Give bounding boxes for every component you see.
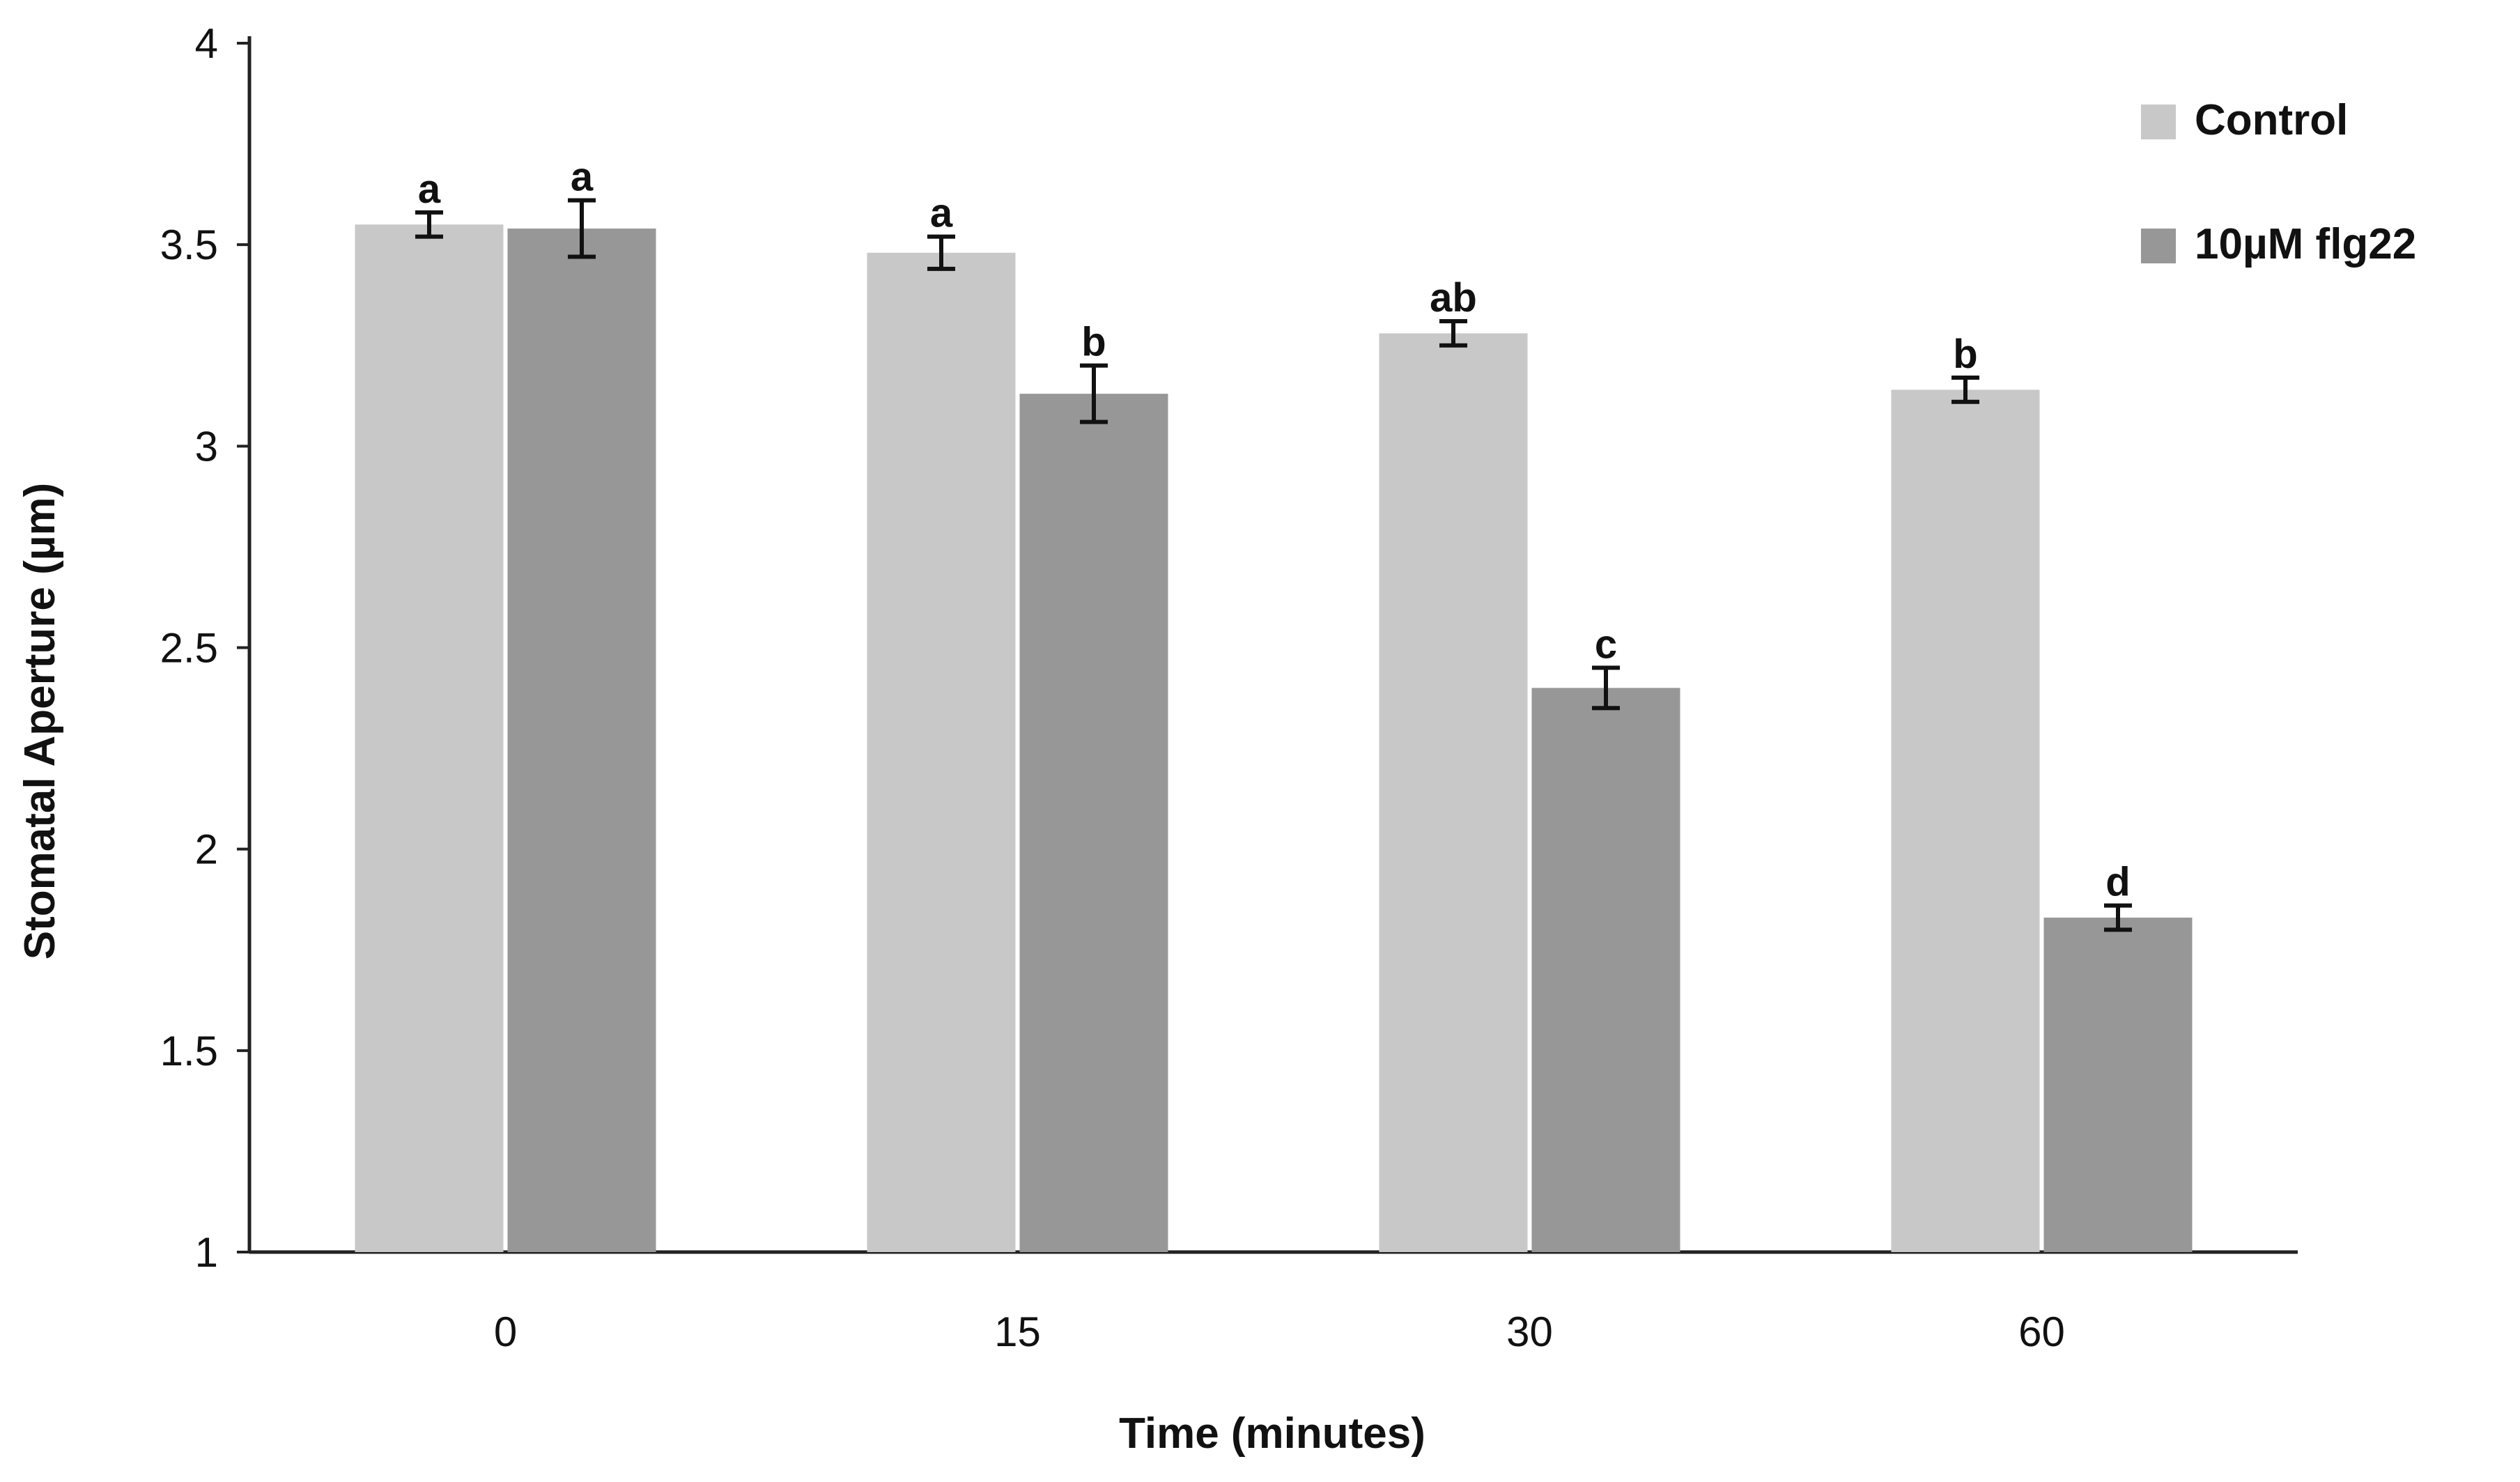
x-tick-label: 0 xyxy=(494,1309,517,1355)
y-tick-label: 3.5 xyxy=(160,222,218,268)
y-tick-label: 2.5 xyxy=(160,625,218,672)
y-tick-label: 3 xyxy=(195,423,218,470)
significance-label: b xyxy=(1081,320,1106,365)
bar xyxy=(1379,333,1528,1252)
x-axis-title: Time (minutes) xyxy=(1119,1410,1425,1458)
bar xyxy=(1531,688,1680,1252)
y-tick-label: 1 xyxy=(195,1229,218,1276)
legend-swatch xyxy=(2141,229,2176,263)
y-tick-label: 1.5 xyxy=(160,1028,218,1074)
y-tick-label: 2 xyxy=(195,826,218,873)
y-tick-label: 4 xyxy=(195,20,218,67)
bar xyxy=(1019,394,1168,1252)
x-tick-label: 15 xyxy=(994,1309,1041,1355)
bar xyxy=(1891,389,2040,1252)
bar xyxy=(507,229,656,1252)
significance-label: a xyxy=(571,155,594,200)
x-tick-label: 30 xyxy=(1506,1309,1553,1355)
legend-label: 10µM flg22 xyxy=(2195,220,2416,268)
significance-label: b xyxy=(1953,332,1977,377)
bar xyxy=(867,252,1016,1252)
significance-label: a xyxy=(930,191,953,236)
y-axis-title: Stomatal Aperture (µm) xyxy=(16,483,64,960)
x-tick-label: 60 xyxy=(2018,1309,2065,1355)
bar xyxy=(2043,917,2193,1252)
legend-swatch xyxy=(2141,105,2176,139)
significance-label: d xyxy=(2105,860,2130,905)
significance-label: ab xyxy=(1430,275,1477,321)
significance-label: c xyxy=(1595,622,1617,667)
significance-label: a xyxy=(418,167,441,212)
bar xyxy=(355,224,504,1252)
legend-label: Control xyxy=(2195,96,2348,144)
